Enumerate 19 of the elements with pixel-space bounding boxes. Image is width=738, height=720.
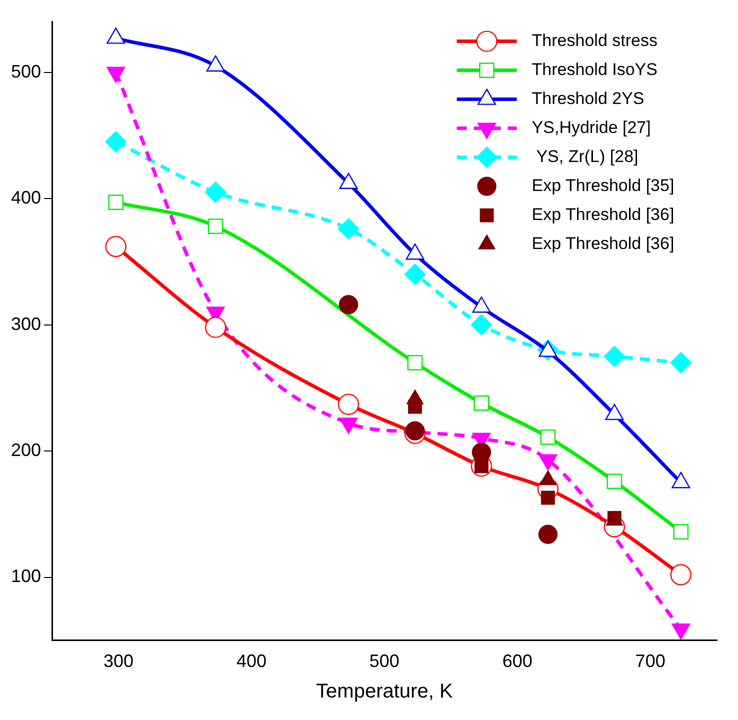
y-tick-label: 100 <box>10 566 42 586</box>
x-tick-label: 500 <box>369 651 400 672</box>
x-axis-title: Temperature, K <box>316 680 454 703</box>
x-tick-label: 400 <box>236 651 266 672</box>
x-tick-label: 700 <box>635 651 666 672</box>
x-tick-label: 600 <box>502 651 532 672</box>
y-tick-label: 300 <box>10 314 42 334</box>
legend-label: YS,Hydride [27] <box>532 118 651 137</box>
legend-label: YS, Zr(L) [28] <box>532 146 638 166</box>
x-tick-label: 300 <box>103 651 134 672</box>
legend-label: Threshold IsoYS <box>532 60 658 79</box>
legend-label: Exp Threshold [36] <box>532 204 674 224</box>
y-tick-label: 200 <box>10 440 42 460</box>
y-tick-label: 500 <box>10 61 42 82</box>
y-tick-label: 400 <box>10 188 42 208</box>
legend-label: Threshold 2YS <box>532 88 644 108</box>
legend-label: Threshold stress <box>532 30 658 50</box>
legend-label: Exp Threshold [35] <box>532 176 674 195</box>
legend-label: Exp Threshold [36] <box>532 234 674 253</box>
